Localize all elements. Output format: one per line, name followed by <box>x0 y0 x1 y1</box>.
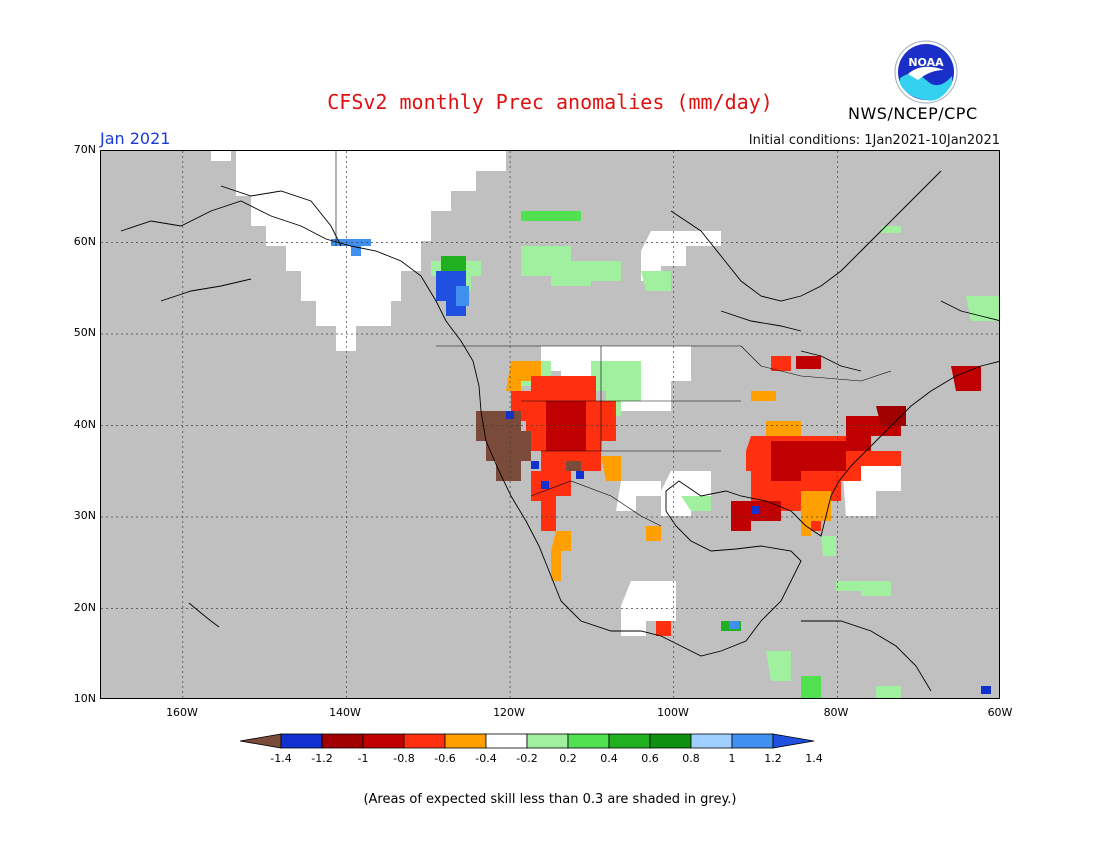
colorbar-tick-label: -0.4 <box>475 752 497 765</box>
colorbar-cell <box>772 733 815 749</box>
lat-label-40n: 40N <box>73 418 96 431</box>
map-canvas <box>101 151 999 698</box>
lon-label-60w: 60W <box>987 706 1013 719</box>
lon-label-80w: 80W <box>823 706 849 719</box>
colorbar-cell <box>608 733 651 749</box>
svg-text:NOAA: NOAA <box>908 56 944 69</box>
borders <box>335 151 892 527</box>
negative-anomaly-areas <box>506 356 981 636</box>
precip-anomaly-map <box>100 150 1000 699</box>
lat-label-70n: 70N <box>73 143 96 156</box>
lat-label-50n: 50N <box>73 326 96 339</box>
colorbar-tick-label: -1.2 <box>311 752 333 765</box>
lat-label-30n: 30N <box>73 509 96 522</box>
caribbean-greens <box>766 581 901 698</box>
lat-label-10n: 10N <box>73 692 96 705</box>
colorbar-tick-label: 0.6 <box>641 752 659 765</box>
noaa-logo: NOAA <box>894 40 958 104</box>
colorbar-tick-label: 0.8 <box>682 752 700 765</box>
colorbar-tick-label: 0.2 <box>559 752 577 765</box>
colorbar <box>240 733 815 749</box>
wet-specks <box>506 411 991 694</box>
lat-label-60n: 60N <box>73 235 96 248</box>
colorbar-tick-label: -0.6 <box>434 752 456 765</box>
colorbar-cell <box>362 733 405 749</box>
colorbar-cell <box>567 733 610 749</box>
forecast-month: Jan 2021 <box>100 129 171 148</box>
colorbar-cell <box>321 733 364 749</box>
colorbar-cell <box>690 733 733 749</box>
colorbar-tick-label: -0.2 <box>516 752 538 765</box>
lon-label-160w: 160W <box>166 706 198 719</box>
chart-title: CFSv2 monthly Prec anomalies (mm/day) <box>327 90 773 114</box>
colorbar-tick-label: 0.4 <box>600 752 618 765</box>
colorbar-cell <box>444 733 487 749</box>
colorbar-cell <box>731 733 774 749</box>
colorbar-tick-label: -0.8 <box>393 752 415 765</box>
graticule <box>101 151 999 698</box>
colorbar-cell <box>485 733 528 749</box>
coastlines <box>120 170 999 692</box>
organization-label: NWS/NCEP/CPC <box>848 104 978 123</box>
colorbar-tick-label: 1.4 <box>805 752 823 765</box>
extreme-dry-california <box>476 411 581 481</box>
neutral-areas <box>211 151 901 636</box>
colorbar-cell <box>240 733 282 749</box>
colorbar-cell <box>649 733 692 749</box>
lon-label-140w: 140W <box>329 706 361 719</box>
lat-label-20n: 20N <box>73 601 96 614</box>
lon-label-100w: 100W <box>657 706 689 719</box>
colorbar-tick-label: 1 <box>728 752 736 765</box>
colorbar-cell <box>403 733 446 749</box>
colorbar-tick-label: -1.4 <box>270 752 292 765</box>
lon-label-120w: 120W <box>493 706 525 719</box>
colorbar-cell <box>526 733 569 749</box>
colorbar-tick-label: 1.2 <box>764 752 782 765</box>
colorbar-cell <box>280 733 323 749</box>
skill-footnote: (Areas of expected skill less than 0.3 a… <box>363 792 737 807</box>
colorbar-tick-label: -1 <box>357 752 369 765</box>
initial-conditions: Initial conditions: 1Jan2021-10Jan2021 <box>748 133 1000 148</box>
